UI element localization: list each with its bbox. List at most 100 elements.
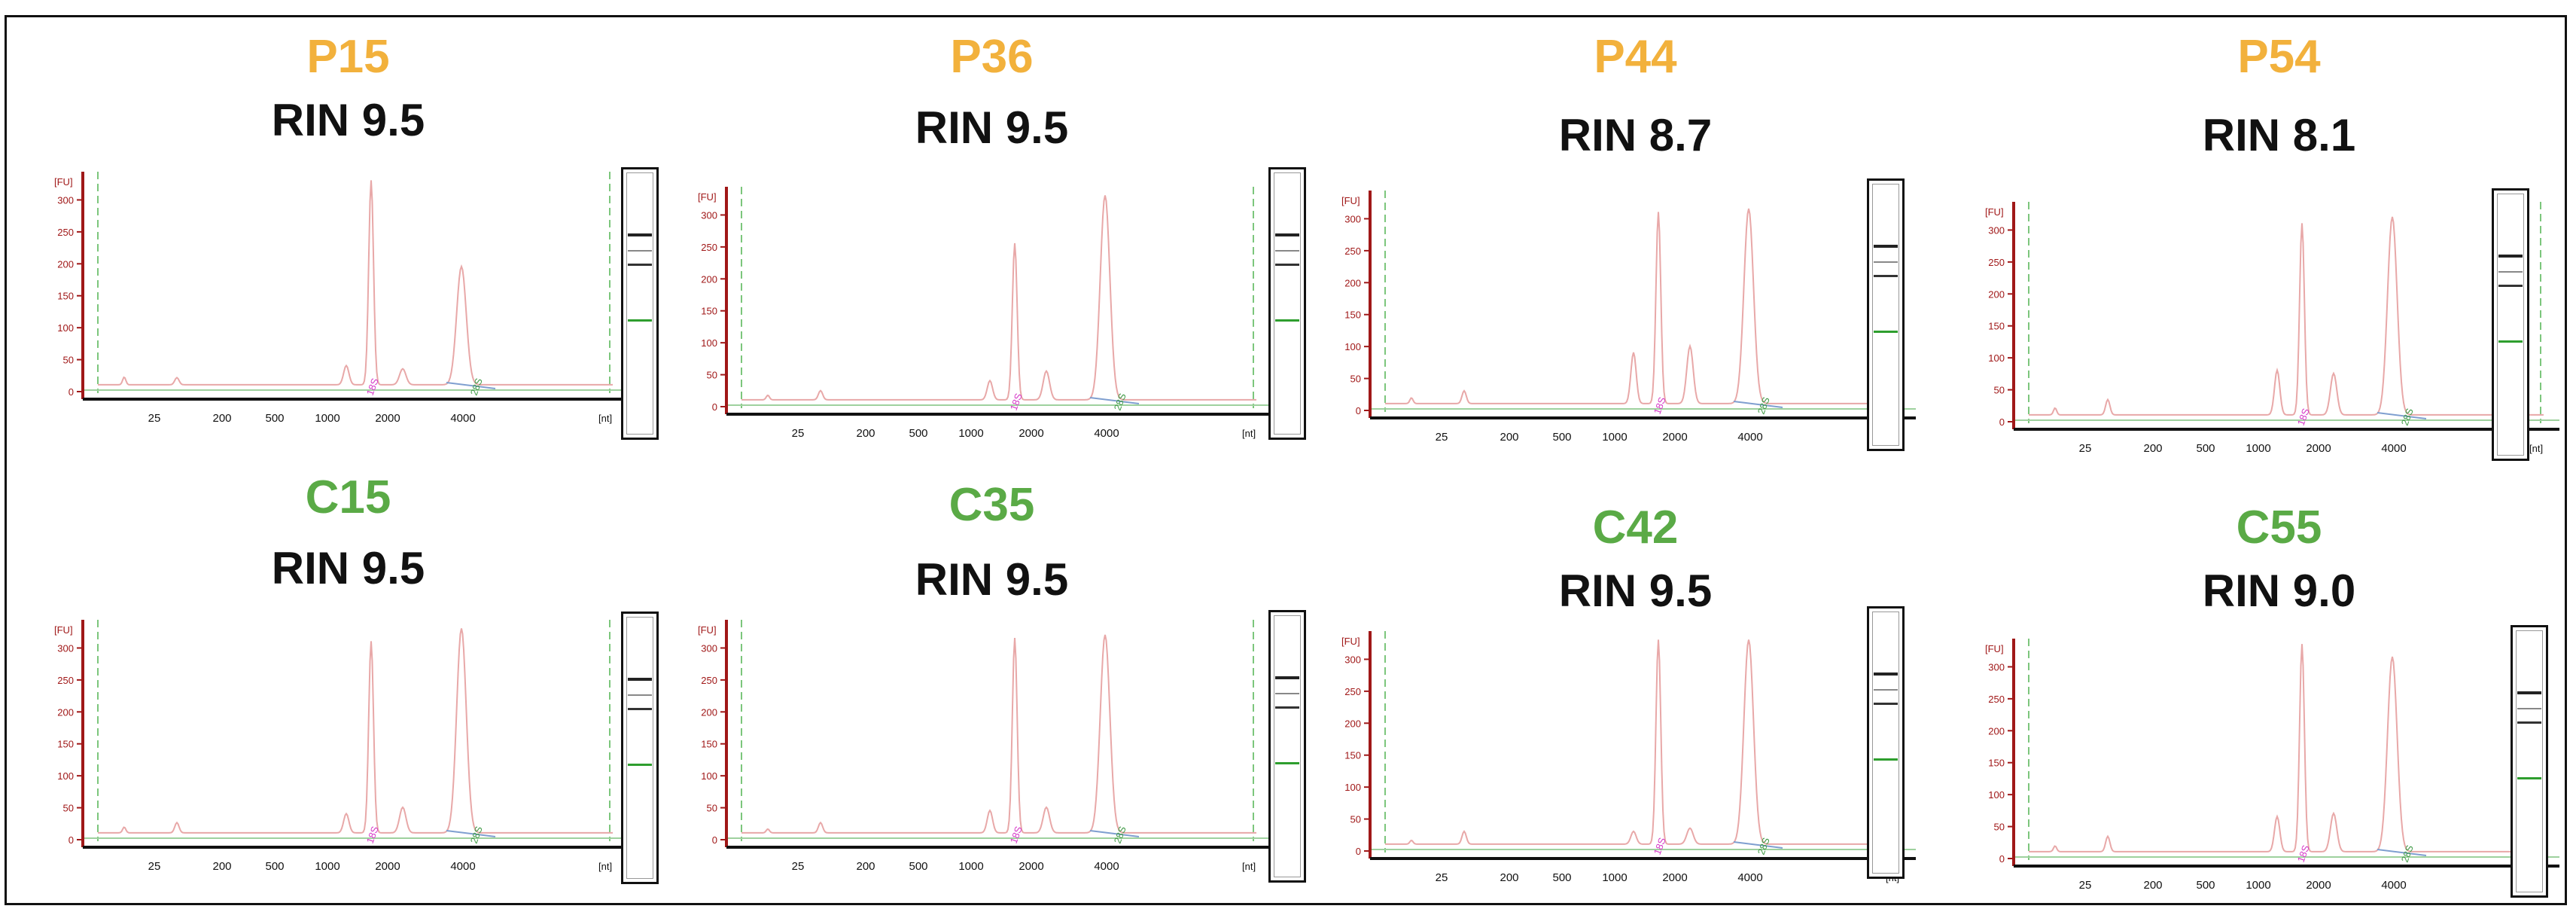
peak-label-28s: 28S — [1755, 836, 1772, 856]
band-faint — [1874, 261, 1898, 263]
band-lower-marker — [1874, 758, 1898, 761]
x-tick-label: 200 — [856, 427, 875, 440]
gel-lane-inner — [1872, 184, 1899, 446]
gel-lane-inner — [2497, 194, 2524, 456]
x-tick-label: 4000 — [450, 860, 475, 873]
x-tick-label: 25 — [148, 860, 161, 873]
figure-frame — [5, 15, 2567, 905]
y-unit-label: [FU] — [1985, 643, 2004, 654]
y-unit-label: [FU] — [1985, 206, 2004, 218]
x-tick-label: 2000 — [2306, 442, 2331, 455]
y-tick-label: 200 — [57, 706, 74, 718]
band-28s — [2498, 255, 2523, 258]
band-18s — [2498, 284, 2523, 287]
y-unit-label: [FU] — [698, 624, 717, 636]
band-faint — [2498, 270, 2523, 273]
band-18s — [2517, 721, 2541, 724]
peak-label-28s: 28S — [2399, 843, 2416, 864]
gel-lane — [621, 167, 659, 440]
band-28s — [628, 678, 652, 682]
band-28s — [1874, 245, 1898, 249]
sample-label: C35 — [948, 479, 1035, 531]
x-tick-label: 1000 — [315, 412, 340, 425]
integration-line — [446, 382, 496, 389]
y-unit-label: [FU] — [1341, 636, 1360, 647]
y-tick-label: 100 — [701, 337, 717, 349]
x-tick-label: 500 — [2196, 879, 2215, 892]
y-tick-label: 200 — [701, 273, 717, 285]
y-unit-label: [FU] — [698, 191, 717, 203]
gel-lane-inner — [1274, 615, 1301, 877]
band-lower-marker — [1874, 331, 1898, 334]
x-tick-label: 4000 — [1737, 871, 1762, 884]
y-tick-label: 200 — [1344, 718, 1361, 729]
x-tick-label: 2000 — [2306, 879, 2331, 892]
x-tick-label: 4000 — [1094, 427, 1119, 440]
y-tick-label: 100 — [1344, 782, 1361, 793]
gel-lane-inner — [626, 172, 653, 435]
band-faint — [628, 694, 652, 696]
band-faint — [1874, 688, 1898, 691]
x-tick-label: 25 — [1436, 431, 1448, 444]
gel-lane — [2511, 625, 2548, 898]
x-tick-label: 2000 — [375, 412, 400, 425]
band-18s — [1275, 263, 1299, 266]
y-tick-label: 300 — [1988, 661, 2005, 673]
y-tick-label: 300 — [57, 642, 74, 654]
y-tick-label: 250 — [1988, 257, 2005, 268]
band-18s — [628, 707, 652, 710]
band-faint — [1275, 249, 1299, 252]
x-tick-label: 4000 — [2381, 442, 2406, 455]
gel-lane — [621, 612, 659, 884]
panel-c35: C35 RIN 9.5 [FU] 300 250 200 150 100 50 0 25 200 500… — [670, 0, 1314, 915]
x-tick-label: 2000 — [1019, 427, 1043, 440]
y-tick-label: 0 — [69, 834, 74, 846]
y-tick-label: 300 — [701, 209, 717, 221]
x-tick-label: 4000 — [1737, 431, 1762, 444]
y-tick-label: 150 — [1344, 750, 1361, 761]
gel-lane-inner — [626, 617, 653, 879]
band-lower-marker — [628, 319, 652, 322]
y-tick-label: 100 — [701, 770, 717, 782]
x-tick-label: 4000 — [1094, 860, 1119, 873]
trace-line — [1385, 208, 1900, 404]
y-tick-label: 200 — [1344, 277, 1361, 288]
y-tick-label: 50 — [707, 370, 717, 381]
x-tick-label: 500 — [1552, 431, 1571, 444]
trace-line — [98, 180, 613, 386]
y-tick-label: 150 — [1344, 310, 1361, 321]
x-tick-label: 200 — [212, 412, 231, 425]
y-unit-label: [FU] — [54, 176, 73, 188]
gel-lane — [1268, 610, 1306, 883]
y-tick-label: 50 — [63, 803, 74, 814]
x-tick-label: 500 — [265, 412, 284, 425]
y-tick-label: 50 — [1994, 385, 2005, 396]
y-tick-label: 200 — [1988, 725, 2005, 737]
trace-line — [2029, 216, 2544, 416]
band-28s — [1874, 673, 1898, 676]
y-tick-label: 50 — [1350, 814, 1361, 825]
x-unit-label: [nt] — [598, 413, 612, 424]
trace-line — [741, 195, 1256, 401]
gel-lane-inner — [1274, 172, 1301, 435]
panel-p36: P36 RIN 9.5 [FU] 300 250 200 150 100 50 0 25 200 500… — [670, 0, 1314, 915]
rin-label: RIN 9.5 — [915, 102, 1069, 153]
y-tick-label: 0 — [1999, 416, 2005, 428]
trace-line — [98, 628, 613, 834]
x-tick-label: 200 — [1500, 871, 1518, 884]
y-tick-label: 150 — [1988, 321, 2005, 332]
y-tick-label: 50 — [1994, 822, 2005, 833]
y-tick-label: 0 — [712, 834, 717, 846]
x-unit-label: [nt] — [598, 861, 612, 872]
band-lower-marker — [1275, 319, 1299, 322]
y-tick-label: 0 — [712, 401, 717, 413]
band-faint — [628, 249, 652, 252]
x-tick-label: 200 — [856, 860, 875, 873]
trace-line — [741, 634, 1256, 834]
y-tick-label: 300 — [57, 194, 74, 206]
panel-p44: P44 RIN 8.7 [FU] 300 250 200 150 100 50 0 25 200 500… — [1314, 0, 1957, 915]
